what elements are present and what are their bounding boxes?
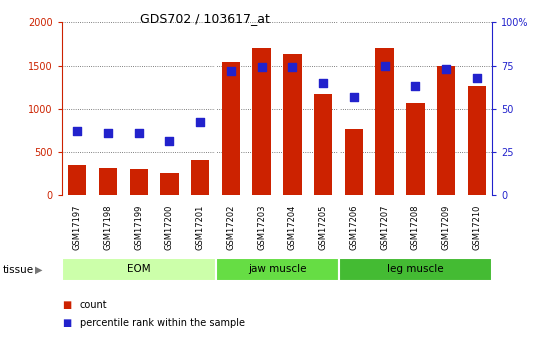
Bar [130,169,148,195]
Point [288,65,297,70]
Point [257,65,266,70]
Bar [68,165,87,195]
Text: GSM17204: GSM17204 [288,204,297,249]
Point [442,66,450,72]
Text: ▶: ▶ [35,265,43,275]
Point [350,94,358,99]
Bar [222,62,240,195]
Bar [191,159,209,195]
Text: GSM17197: GSM17197 [73,204,82,249]
Bar [252,48,271,195]
Text: GSM17205: GSM17205 [318,204,328,249]
Point [226,68,235,73]
Point [104,130,112,136]
Text: count: count [80,300,107,310]
Text: GSM17203: GSM17203 [257,204,266,249]
Bar [62,258,216,281]
Text: EOM: EOM [127,265,151,274]
Point [134,130,143,136]
Bar [406,102,424,195]
Text: ■: ■ [62,318,71,327]
Text: percentile rank within the sample: percentile rank within the sample [80,318,245,327]
Bar [314,94,332,195]
Text: GDS702 / 103617_at: GDS702 / 103617_at [139,12,270,25]
Bar [345,129,363,195]
Bar [160,173,179,195]
Bar [99,168,117,195]
Text: ■: ■ [62,300,71,310]
Bar [437,66,455,195]
Text: GSM17208: GSM17208 [411,204,420,249]
Point [165,139,174,144]
Bar [376,48,394,195]
Text: GSM17210: GSM17210 [472,204,482,249]
Point [196,120,204,125]
Text: tissue: tissue [3,265,34,275]
Bar [216,258,338,281]
Text: jaw muscle: jaw muscle [248,265,306,274]
Point [319,80,328,86]
Text: GSM17200: GSM17200 [165,204,174,249]
Point [411,83,420,89]
Text: GSM17202: GSM17202 [226,204,236,249]
Bar [338,258,492,281]
Text: GSM17201: GSM17201 [196,204,205,249]
Bar [468,86,486,195]
Text: GSM17198: GSM17198 [103,204,112,249]
Bar [283,54,302,195]
Text: GSM17207: GSM17207 [380,204,389,249]
Text: leg muscle: leg muscle [387,265,444,274]
Point [472,75,481,80]
Point [73,128,82,134]
Point [380,63,389,68]
Text: GSM17206: GSM17206 [349,204,358,249]
Text: GSM17199: GSM17199 [134,204,143,249]
Text: GSM17209: GSM17209 [442,204,451,249]
